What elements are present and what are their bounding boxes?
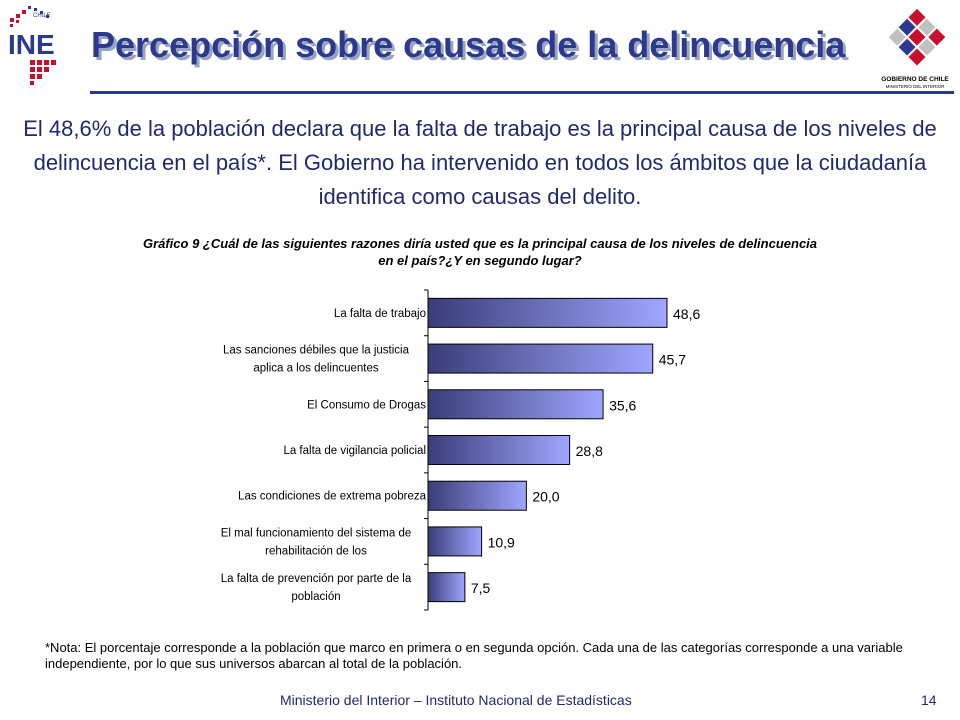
chart-question: Gráfico 9 ¿Cuál de las siguientes razone… — [40, 235, 920, 269]
ine-logo-small-text: CHILE — [33, 13, 51, 19]
bar — [427, 572, 466, 603]
category-label: Las condiciones de extrema pobreza — [238, 491, 427, 503]
bar-value-label: 35,6 — [609, 397, 636, 413]
subtitle: El 48,6% de la población declara que la … — [23, 116, 937, 209]
category-label: Las sanciones débiles que la justicia — [223, 345, 410, 357]
footer-text: Ministerio del Interior – Instituto Naci… — [280, 692, 632, 708]
gobierno-logo-line2: MINISTERIO DEL INTERIOR — [886, 84, 946, 89]
chart-question-line2: en el país?¿Y en segundo lugar? — [378, 253, 582, 268]
page-title: Percepción sobre causas de la delincuenc… — [91, 24, 846, 65]
category-label: La falta de trabajo — [334, 308, 426, 320]
category-label: La falta de vigilancia policial — [283, 445, 426, 457]
bar-value-label: 48,6 — [673, 306, 700, 322]
bar — [427, 435, 571, 465]
bar-value-label: 28,8 — [576, 443, 603, 459]
header-rule — [90, 91, 954, 94]
category-label: aplica a los delincuentes — [253, 363, 379, 375]
ine-logo-text: INE — [8, 29, 55, 60]
category-label: El Consumo de Drogas — [307, 399, 426, 411]
bar — [427, 389, 604, 420]
bar-value-label: 20,0 — [532, 489, 559, 505]
page-number: 14 — [921, 692, 937, 708]
bar-value-label: 45,7 — [659, 352, 686, 368]
gobierno-logo-line1: GOBIERNO DE CHILE — [881, 76, 949, 83]
ine-logo: CHILE INE — [8, 6, 56, 85]
page-title-shadow: Percepción sobre causas de la delincuenc… — [94, 27, 849, 68]
bar — [427, 343, 654, 374]
footnote: *Nota: El porcentaje corresponde a la po… — [45, 640, 903, 671]
gobierno-de-chile-logo: GOBIERNO DE CHILE MINISTERIO DEL INTERIO… — [881, 8, 949, 89]
category-label: población — [291, 591, 340, 603]
bar — [427, 480, 527, 511]
bar — [427, 297, 668, 328]
category-label: La falta de prevención por parte de la — [221, 573, 412, 585]
bar — [427, 526, 483, 557]
bar-value-label: 10,9 — [488, 534, 515, 550]
category-label: El mal funcionamiento del sistema de — [221, 527, 412, 539]
footer: Ministerio del Interior – Instituto Naci… — [0, 692, 960, 716]
chart-question-line1: Gráfico 9 ¿Cuál de las siguientes razone… — [142, 236, 818, 251]
category-label: rehabilitación de los — [265, 545, 367, 557]
bar-value-label: 7,5 — [471, 580, 491, 596]
bar-chart: 48,6 La falta de trabajo 45,7 Las sanciones… — [221, 289, 700, 611]
